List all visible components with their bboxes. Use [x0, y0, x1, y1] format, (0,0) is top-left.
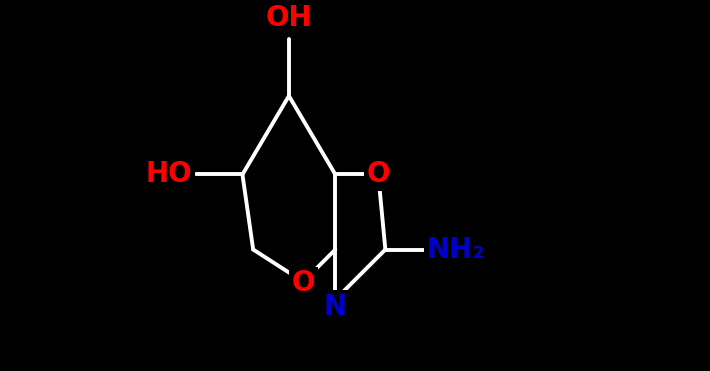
Text: NH₂: NH₂	[427, 236, 485, 263]
Text: N: N	[324, 293, 347, 321]
Text: O: O	[366, 161, 390, 188]
Text: OH: OH	[266, 4, 312, 32]
Text: HO: HO	[146, 161, 192, 188]
Text: O: O	[291, 269, 315, 298]
